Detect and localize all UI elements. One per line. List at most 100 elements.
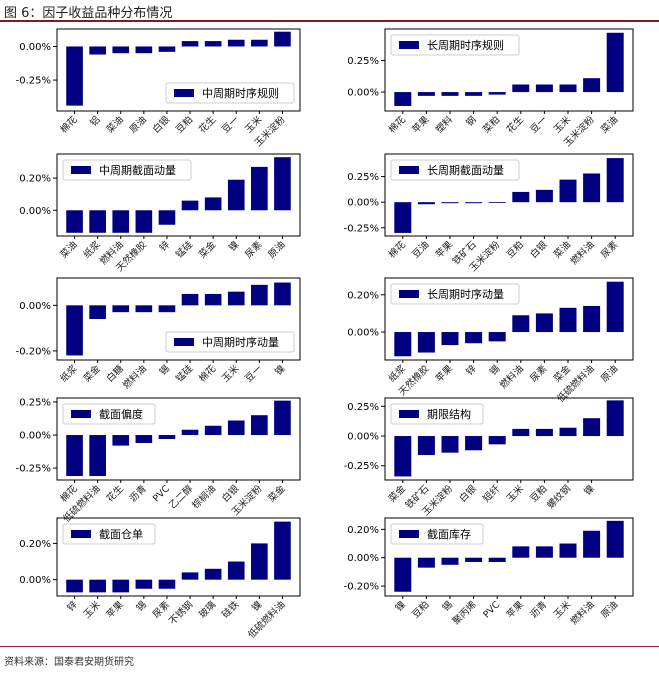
legend-swatch bbox=[174, 338, 194, 346]
bar bbox=[465, 202, 483, 204]
bar bbox=[535, 428, 553, 437]
plot-frame bbox=[56, 277, 301, 361]
bar bbox=[89, 210, 106, 233]
bar bbox=[135, 579, 153, 589]
x-tick-label: 玉米 bbox=[81, 598, 103, 620]
x-tick-label: 燃料油 bbox=[497, 363, 526, 392]
bar bbox=[417, 332, 435, 353]
x-tick-label: 燃料油 bbox=[120, 363, 149, 392]
bar bbox=[251, 543, 268, 580]
bar bbox=[227, 561, 245, 580]
bar bbox=[274, 157, 291, 211]
bar bbox=[512, 428, 530, 437]
y-tick-label: 0.00% bbox=[19, 431, 51, 442]
bar bbox=[181, 41, 199, 47]
bar bbox=[227, 179, 245, 211]
legend-label: 中周期时序动量 bbox=[202, 335, 279, 349]
x-tick-label: 塑料 bbox=[433, 113, 455, 135]
x-tick-label: 豆油 bbox=[410, 239, 432, 261]
y-tick-label: 0.00% bbox=[19, 575, 51, 586]
x-tick-label: 苹果 bbox=[433, 362, 455, 384]
legend-label: 长周期时序动量 bbox=[427, 287, 504, 301]
chart-panel: 0.00%-0.25%棉花铝菜油 原油 白银 豆粕 花生 豆一 玉米玉米淀粉中周期时序规则 bbox=[16, 28, 301, 149]
x-tick-label: 锡 bbox=[157, 363, 172, 378]
x-tick-label: 菜油 bbox=[58, 239, 80, 261]
x-tick-label: 豆粕 bbox=[173, 114, 195, 136]
y-tick-label: 0.00% bbox=[347, 198, 379, 209]
bar bbox=[251, 284, 268, 306]
x-tick-label: 花生 bbox=[196, 113, 218, 135]
bar bbox=[274, 521, 291, 580]
y-tick-label: 0.20% bbox=[19, 539, 51, 550]
legend-swatch bbox=[399, 41, 419, 49]
legend-box bbox=[62, 523, 156, 545]
x-tick-label: 白银 bbox=[150, 113, 172, 135]
bar bbox=[89, 435, 106, 477]
bar bbox=[559, 543, 577, 558]
legend-swatch bbox=[71, 410, 91, 418]
x-tick-label: 燃料油 bbox=[568, 599, 597, 628]
y-tick-label: 0.00% bbox=[347, 88, 379, 99]
plot-frame bbox=[384, 277, 634, 361]
bar bbox=[66, 579, 83, 593]
x-tick-label: 玉米 bbox=[219, 362, 241, 384]
y-tick-label: -0.20% bbox=[16, 346, 51, 357]
bar bbox=[135, 46, 153, 54]
plot-frame bbox=[56, 397, 301, 481]
x-tick-label: 尿素 bbox=[528, 362, 550, 384]
bar bbox=[606, 281, 624, 333]
x-tick-label: 铝 bbox=[88, 114, 103, 129]
x-tick-label: 不锈钢 bbox=[167, 599, 196, 628]
x-tick-label: 尿素 bbox=[243, 238, 265, 260]
x-tick-label: 原油 bbox=[598, 599, 620, 621]
x-tick-label: 燃料油 bbox=[568, 239, 597, 268]
bar bbox=[158, 46, 176, 52]
bar bbox=[488, 332, 506, 342]
y-tick-label: -0.25% bbox=[16, 76, 51, 87]
bar bbox=[559, 427, 577, 437]
y-tick-label: -0.25% bbox=[16, 464, 51, 475]
bar bbox=[583, 530, 601, 558]
legend-box bbox=[165, 82, 295, 104]
bar bbox=[66, 210, 83, 233]
bar bbox=[158, 435, 176, 439]
x-tick-label: 菜金 bbox=[266, 482, 288, 504]
bar bbox=[417, 92, 435, 96]
x-tick-label: 苹果 bbox=[504, 598, 526, 620]
legend-swatch bbox=[399, 530, 419, 538]
x-tick-label: 玉米 bbox=[504, 482, 526, 504]
bar bbox=[158, 305, 176, 313]
bar bbox=[465, 92, 483, 96]
title-rule bbox=[0, 20, 659, 22]
legend-label: 中周期截面动量 bbox=[99, 163, 176, 177]
bar bbox=[112, 579, 130, 593]
x-tick-label: 沥青 bbox=[127, 483, 149, 505]
bar bbox=[512, 315, 530, 333]
legend-label: 期限结构 bbox=[427, 407, 471, 421]
x-tick-label: PVC bbox=[481, 599, 502, 620]
bar bbox=[535, 84, 553, 93]
bar bbox=[181, 572, 199, 580]
x-tick-label: 聚丙烯 bbox=[450, 598, 479, 627]
legend-box bbox=[390, 283, 520, 305]
x-tick-label: 纸浆 bbox=[58, 362, 80, 384]
x-tick-label: 沥青 bbox=[528, 599, 550, 621]
bar bbox=[135, 305, 153, 313]
legend-label: 中周期时序规则 bbox=[202, 86, 279, 100]
bar bbox=[512, 191, 530, 203]
plot-frame bbox=[384, 153, 634, 237]
bar bbox=[488, 92, 506, 95]
bar bbox=[441, 92, 459, 96]
bar bbox=[583, 173, 601, 203]
x-tick-label: 镍 bbox=[393, 598, 409, 614]
bar bbox=[535, 546, 553, 558]
x-tick-label: 螺纹钢 bbox=[544, 483, 573, 512]
y-tick-label: 0.20% bbox=[19, 174, 51, 185]
legend-label: 长周期截面动量 bbox=[427, 163, 504, 177]
bar bbox=[204, 425, 222, 436]
bar bbox=[441, 436, 459, 453]
bar bbox=[512, 84, 530, 93]
